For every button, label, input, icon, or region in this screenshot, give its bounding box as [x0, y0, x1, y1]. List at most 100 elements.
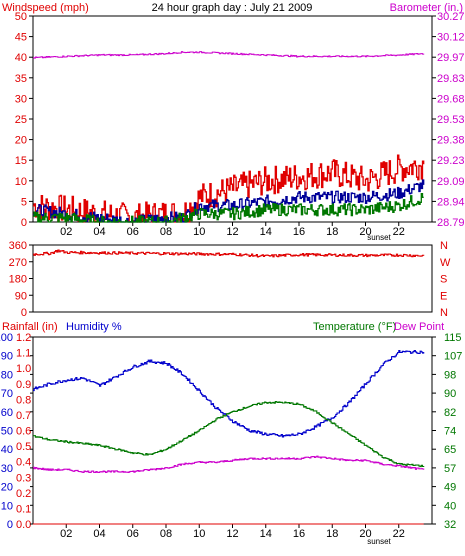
humidity-y-tick-label: 0 — [7, 519, 13, 531]
wind-y-tick-label: 40 — [15, 52, 27, 64]
temperature-y-tick-label: 74 — [444, 426, 456, 438]
panel1-x-tick-label: 20 — [359, 226, 371, 238]
temperature-y-tick-label: 32 — [444, 519, 456, 531]
rainfall-axis-title: Rainfall (in) — [2, 321, 58, 333]
rainfall-y-tick-label: 1.0 — [16, 363, 31, 375]
rainfall-y-tick-label: 0.0 — [16, 519, 31, 531]
panel3-x-tick-label: 22 — [393, 528, 405, 540]
panel3-x-ticks: 02 04 06 08 10 12 14 16 18 20 22 — [60, 524, 405, 540]
sunset-label-bottom: sunset — [367, 537, 391, 546]
temperature-y-tick-label: 115 — [444, 332, 462, 344]
compass-tick-label: N — [440, 240, 448, 252]
direction-y-tick-label: 0 — [21, 307, 27, 319]
wind-y-tick-label: 15 — [15, 155, 27, 167]
wind-y-tick-label: 5 — [21, 196, 27, 208]
barometer-y-tick-label: 29.23 — [437, 155, 465, 167]
panel1-x-tick-label: 12 — [226, 226, 238, 238]
rainfall-y-tick-label: 0.3 — [16, 472, 31, 484]
panel1-x-tick-label: 10 — [193, 226, 205, 238]
compass-tick-label: N — [440, 307, 448, 319]
barometer-y-tick-label: 28.94 — [437, 196, 465, 208]
wind-y-ticks: 0 5 10 15 20 25 30 35 40 45 50 — [15, 11, 33, 229]
wind-barometer-panel: Windspeed (mph) 24 hour graph day : July… — [2, 2, 465, 242]
wind-axis-title: Windspeed (mph) — [2, 2, 89, 14]
direction-plot-frame — [32, 244, 433, 313]
panel3-x-tick-label: 10 — [193, 528, 205, 540]
humidity-y-tick-label: 80 — [1, 369, 13, 381]
direction-series — [33, 249, 425, 258]
wind-y-tick-label: 30 — [15, 93, 27, 105]
panel1-x-tick-label: 18 — [326, 226, 338, 238]
temp-humidity-panel: Rainfall (in) Humidity % Temperature (°F… — [0, 321, 462, 546]
barometer-y-tick-label: 28.79 — [437, 217, 465, 229]
panel3-x-tick-label: 06 — [127, 528, 139, 540]
panel1-x-tick-label: 22 — [393, 226, 405, 238]
panel1-x-tick-label: 08 — [160, 226, 172, 238]
temperature-y-tick-label: 40 — [444, 500, 456, 512]
temp-plot-frame — [32, 336, 433, 525]
panel1-x-tick-label: 14 — [260, 226, 272, 238]
rainfall-y-tick-label: 0.7 — [16, 410, 31, 422]
temperature-y-ticks: 32 40 49 57 65 74 82 90 98 107 115 — [432, 332, 462, 531]
dewpoint-line — [33, 455, 425, 474]
barometer-y-tick-label: 30.12 — [437, 32, 465, 44]
humidity-y-tick-label: 40 — [1, 444, 13, 456]
barometer-y-tick-label: 29.09 — [437, 176, 465, 188]
humidity-axis-title: Humidity % — [66, 321, 122, 333]
rainfall-y-tick-label: 0.5 — [16, 441, 31, 453]
rainfall-y-tick-label: 0.2 — [16, 488, 31, 500]
humidity-y-ticks: 0 10 20 30 40 50 60 70 80 90 100 — [0, 332, 33, 531]
barometer-y-tick-label: 29.97 — [437, 52, 465, 64]
humidity-y-tick-label: 100 — [0, 332, 13, 344]
temperature-y-tick-label: 90 — [444, 388, 456, 400]
direction-y-tick-label: 180 — [9, 274, 27, 286]
temperature-y-tick-label: 65 — [444, 444, 456, 456]
wind-direction-line — [33, 249, 425, 258]
panel3-x-tick-label: 14 — [260, 528, 272, 540]
temperature-y-tick-label: 82 — [444, 407, 456, 419]
temp-humidity-series — [33, 349, 425, 525]
barometer-line — [33, 51, 425, 59]
wind-y-tick-label: 45 — [15, 32, 27, 44]
wind-y-tick-label: 25 — [15, 114, 27, 126]
compass-tick-label: W — [440, 257, 451, 269]
humidity-y-tick-label: 90 — [1, 351, 13, 363]
humidity-y-tick-label: 10 — [1, 500, 13, 512]
barometer-y-tick-label: 30.27 — [437, 11, 465, 23]
rainfall-y-tick-label: 1.1 — [16, 348, 31, 360]
panel3-x-tick-label: 18 — [326, 528, 338, 540]
wind-y-tick-label: 0 — [21, 217, 27, 229]
dewpoint-axis-title: Dew Point — [394, 321, 444, 333]
sunset-label-top: sunset — [367, 233, 391, 242]
temperature-line — [33, 401, 425, 468]
barometer-axis-title: Barometer (in.) — [390, 2, 463, 14]
rainfall-y-ticks: 0.0 0.1 0.2 0.3 0.4 0.5 0.6 0.7 0.8 0.9 1.0 1.1 1.2 — [16, 332, 31, 531]
direction-y-tick-label: 270 — [9, 257, 27, 269]
panel3-x-tick-label: 08 — [160, 528, 172, 540]
rainfall-y-tick-label: 0.4 — [16, 457, 31, 469]
rainfall-y-tick-label: 0.8 — [16, 394, 31, 406]
temperature-axis-title: Temperature (°F) — [313, 321, 396, 333]
direction-y-ticks: 0 90 180 270 360 — [9, 240, 33, 319]
wind-low-line — [33, 193, 424, 223]
panel3-x-tick-label: 04 — [93, 528, 105, 540]
panel1-x-tick-label: 04 — [93, 226, 105, 238]
panel1-x-ticks: 02 04 06 08 10 12 14 16 18 20 22 — [60, 222, 405, 238]
humidity-line — [33, 349, 425, 438]
temperature-y-tick-label: 49 — [444, 482, 456, 494]
compass-tick-label: S — [440, 274, 447, 286]
rainfall-y-tick-label: 0.1 — [16, 503, 31, 515]
humidity-y-tick-label: 60 — [1, 407, 13, 419]
humidity-y-tick-label: 30 — [1, 463, 13, 475]
temperature-y-tick-label: 107 — [444, 351, 462, 363]
barometer-y-tick-label: 29.38 — [437, 135, 465, 147]
panel3-x-tick-label: 20 — [359, 528, 371, 540]
temperature-y-tick-label: 98 — [444, 369, 456, 381]
rainfall-y-tick-label: 0.6 — [16, 426, 31, 438]
temperature-y-tick-label: 57 — [444, 463, 456, 475]
humidity-y-tick-label: 50 — [1, 426, 13, 438]
panel3-x-tick-label: 12 — [226, 528, 238, 540]
humidity-y-tick-label: 20 — [1, 482, 13, 494]
